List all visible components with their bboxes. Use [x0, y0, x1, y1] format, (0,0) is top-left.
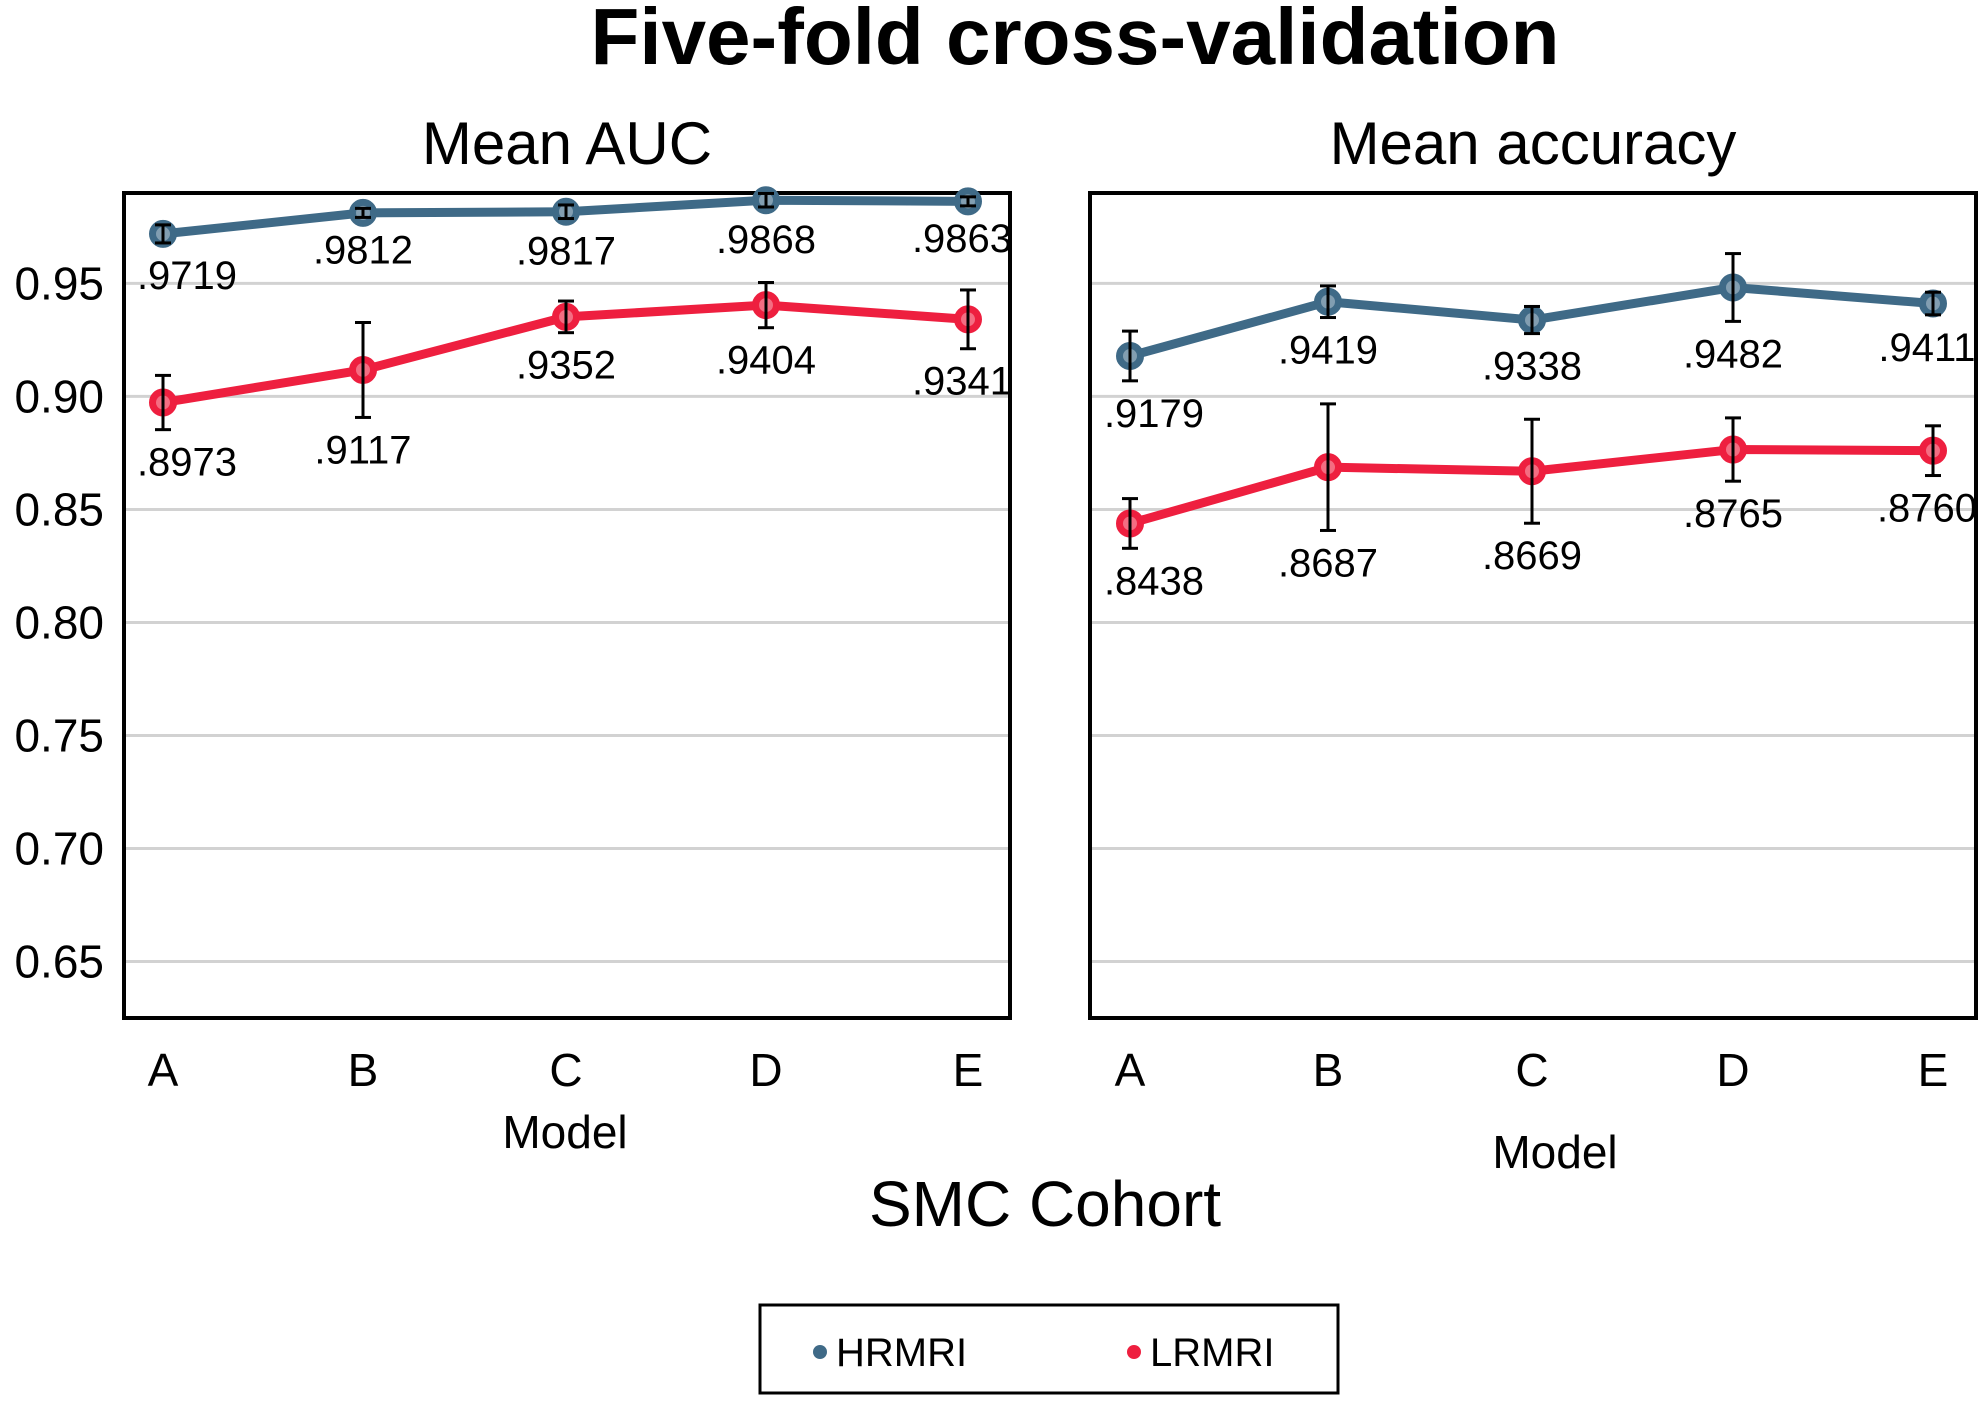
x-tick-label: E	[953, 1044, 984, 1096]
panel-title: Mean accuracy	[1330, 110, 1737, 177]
data-label: .9863	[912, 217, 1012, 261]
plot-frame	[1088, 191, 1978, 1020]
x-tick-label: A	[1115, 1044, 1146, 1096]
data-label: .8765	[1683, 492, 1783, 536]
x-tick-label: A	[148, 1044, 179, 1096]
chart-panels: 0.65 0.70 0.75 0.80 0.85 0.90 0.95 Mean AUC A B C D…	[14, 110, 1978, 1178]
legend-box	[758, 1303, 1340, 1395]
y-tick-label: 0.65	[14, 935, 104, 987]
data-label: .9179	[1104, 392, 1204, 436]
x-axis-label: Model	[1492, 1126, 1617, 1178]
plot-frame	[122, 191, 1012, 1020]
data-label: .9812	[313, 228, 413, 272]
y-tick-label: 0.80	[14, 596, 104, 648]
x-tick-label: B	[348, 1044, 379, 1096]
x-axis-label: Model	[502, 1106, 627, 1158]
legend-marker-hrmri	[813, 1345, 827, 1359]
series-lrmri: .8438 .8687 .8669 .8765 .8760	[1104, 402, 1977, 603]
y-tick-label: 0.95	[14, 257, 104, 309]
data-label: .9482	[1683, 332, 1783, 376]
legend: HRMRI LRMRI	[758, 1303, 1340, 1395]
legend-marker-lrmri	[1127, 1345, 1141, 1359]
x-tick-label: B	[1313, 1044, 1344, 1096]
legend-label-lrmri: LRMRI	[1150, 1331, 1274, 1375]
data-label: .8669	[1482, 534, 1582, 578]
x-tick-label: D	[1716, 1044, 1749, 1096]
data-label: .8760	[1877, 487, 1977, 531]
x-tick-label: C	[549, 1044, 582, 1096]
data-label: .9341	[912, 360, 1012, 404]
data-label: .9117	[314, 428, 411, 472]
data-label: .9352	[516, 344, 616, 388]
cohort-label: SMC Cohort	[869, 1168, 1221, 1240]
y-tick-label: 0.85	[14, 483, 104, 535]
data-label: .8973	[137, 441, 237, 485]
x-tick-label: E	[1918, 1044, 1949, 1096]
y-tick-label: 0.90	[14, 370, 104, 422]
data-label: .8687	[1278, 541, 1378, 585]
data-label: .9719	[137, 254, 237, 298]
series-hrmri: .9719 .9812 .9817 .9868 .9863	[137, 186, 1012, 298]
panel-title: Mean AUC	[422, 110, 712, 177]
series-hrmri: .9179 .9419 .9338 .9482 .9411	[1104, 252, 1976, 436]
legend-label-hrmri: HRMRI	[836, 1331, 967, 1375]
chart-panel-mean-auc: 0.65 0.70 0.75 0.80 0.85 0.90 0.95 Mean AUC A B C D…	[14, 110, 1012, 1158]
data-label: .9338	[1482, 345, 1582, 389]
y-tick-label: 0.75	[14, 709, 104, 761]
data-label: .8438	[1104, 559, 1204, 603]
x-tick-label: C	[1515, 1044, 1548, 1096]
data-label: .9419	[1278, 329, 1378, 373]
data-label: .9404	[716, 339, 816, 383]
data-label: .9868	[716, 218, 816, 262]
figure-title: Five-fold cross-validation	[590, 0, 1559, 81]
x-tick-label: D	[749, 1044, 782, 1096]
y-tick-label: 0.70	[14, 822, 104, 874]
data-label: .9411	[1878, 326, 1975, 370]
data-label: .9817	[516, 230, 616, 274]
series-lrmri: .8973 .9117 .9352 .9404 .9341	[137, 281, 1012, 485]
